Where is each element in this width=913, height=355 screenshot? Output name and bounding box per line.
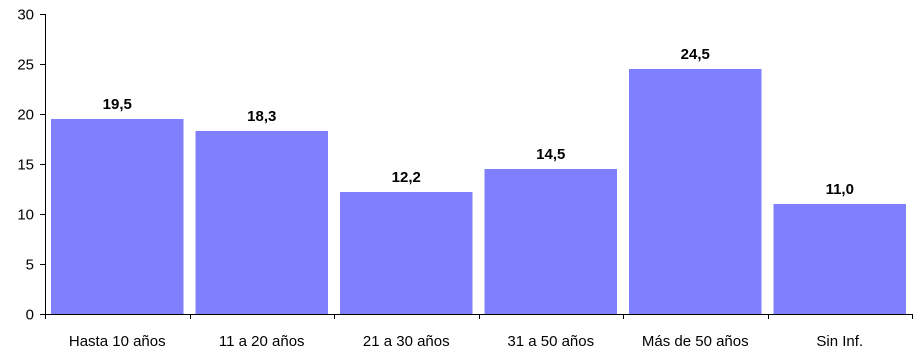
bars (51, 69, 906, 314)
y-axis: 0 5 10 15 20 25 30 (17, 7, 46, 324)
y-tick-label-20: 20 (17, 107, 34, 124)
x-tick-label-6: Sin Inf. (816, 333, 863, 350)
x-axis: Hasta 10 años 11 a 20 años 21 a 30 años 31 … (40, 314, 913, 350)
data-label-6: 11,0 (826, 181, 854, 198)
bar-3 (340, 192, 473, 314)
y-tick-label-25: 25 (17, 57, 34, 74)
bar-4 (484, 169, 617, 314)
bar-6 (773, 204, 906, 314)
bar-1 (51, 119, 184, 314)
data-label-5: 24,5 (681, 46, 710, 63)
bar-2 (195, 131, 328, 314)
x-tick-label-5: Más de 50 años (642, 333, 749, 350)
x-tick-label-1: Hasta 10 años (69, 333, 166, 350)
y-tick-label-15: 15 (17, 157, 34, 174)
bar-5 (629, 69, 762, 314)
data-labels: 19,5 18,3 12,2 14,5 24,5 11,0 (103, 46, 854, 198)
data-label-4: 14,5 (536, 146, 565, 163)
y-tick-label-0: 0 (26, 307, 34, 324)
x-tick-label-3: 21 a 30 años (363, 333, 450, 350)
data-label-3: 12,2 (392, 169, 421, 186)
y-tick-label-5: 5 (26, 257, 34, 274)
data-label-2: 18,3 (247, 108, 276, 125)
data-label-1: 19,5 (103, 96, 132, 113)
y-tick-label-30: 30 (17, 7, 34, 24)
x-tick-label-4: 31 a 50 años (507, 333, 594, 350)
x-tick-label-2: 11 a 20 años (219, 333, 305, 350)
y-tick-label-10: 10 (17, 207, 34, 224)
